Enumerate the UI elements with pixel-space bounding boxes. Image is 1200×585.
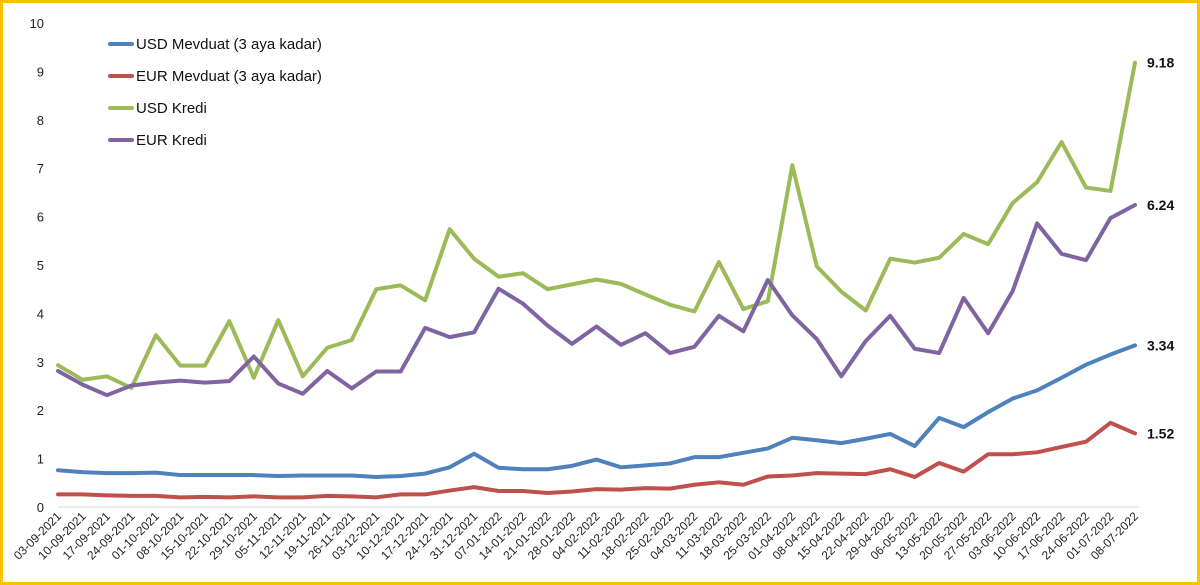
- y-tick-label: 9: [37, 64, 44, 79]
- legend-label-2: EUR Mevduat (3 aya kadar): [136, 68, 322, 85]
- y-tick-label: 10: [30, 16, 44, 31]
- y-tick-label: 7: [37, 161, 44, 176]
- y-tick-label: 8: [37, 113, 44, 128]
- end-label-4: 6.24: [1147, 197, 1174, 213]
- legend-label-1: USD Mevduat (3 aya kadar): [136, 36, 322, 53]
- series-line-1: [56, 343, 1137, 479]
- y-tick-labels: 0 1 2 3 4 5 6 7 8 9 10: [30, 16, 44, 515]
- x-tick-labels: 03-09-202110-09-202117-09-202124-09-2021…: [11, 509, 1142, 563]
- y-tick-label: 5: [37, 258, 44, 273]
- series-lines: [56, 60, 1137, 500]
- series-line-4: [56, 202, 1137, 398]
- y-tick-label: 0: [37, 500, 44, 515]
- end-label-3: 9.18: [1147, 55, 1174, 71]
- legend-label-3: USD Kredi: [136, 100, 207, 117]
- series-line-2: [56, 420, 1137, 500]
- end-labels: 3.34 1.52 9.18 6.24: [1147, 55, 1174, 442]
- legend-label-4: EUR Kredi: [136, 132, 207, 149]
- y-tick-label: 3: [37, 355, 44, 370]
- y-tick-label: 6: [37, 210, 44, 225]
- end-label-2: 1.52: [1147, 425, 1174, 441]
- y-tick-label: 1: [37, 452, 44, 467]
- y-tick-label: 2: [37, 403, 44, 418]
- legend: USD Mevduat (3 aya kadar) EUR Mevduat (3 …: [108, 36, 322, 149]
- series-line-3: [56, 60, 1137, 390]
- y-tick-label: 4: [37, 306, 44, 321]
- end-label-1: 3.34: [1147, 337, 1174, 353]
